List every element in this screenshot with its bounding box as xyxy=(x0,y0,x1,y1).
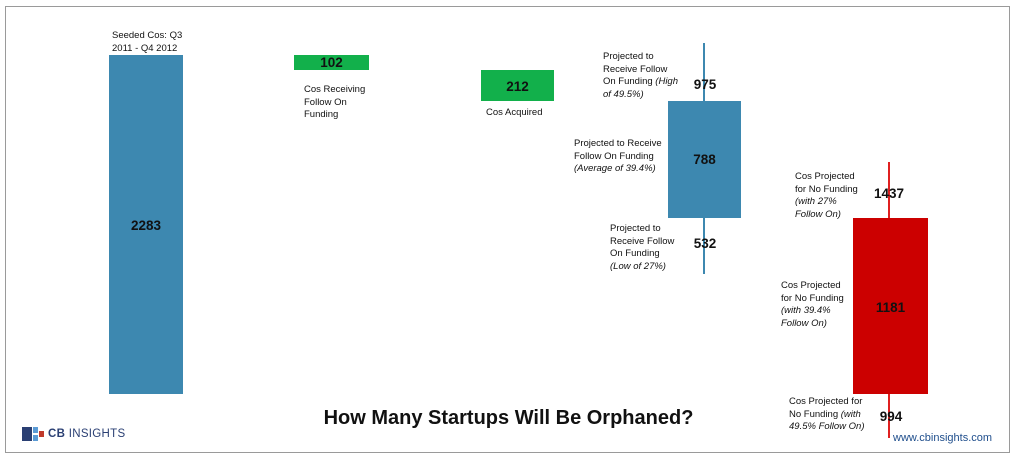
label-projected-high: Projected to Receive Follow On Funding (H… xyxy=(603,51,678,100)
chart-frame xyxy=(5,6,1010,453)
label-no-funding-low: Cos Projected for No Funding (with 49.5%… xyxy=(789,396,865,432)
value-projected-follow-on: 788 xyxy=(693,152,716,167)
bar-acquired xyxy=(481,70,554,101)
whisker-projected-low xyxy=(703,218,705,274)
value-no-funding-high: 1437 xyxy=(873,186,905,201)
value-follow-on: 102 xyxy=(320,55,343,70)
bar-follow-on xyxy=(294,55,369,70)
label-no-funding-high: Cos Projected for No Funding (with 27% Fol… xyxy=(795,171,858,220)
logo-text: CB INSIGHTS xyxy=(48,428,126,440)
label-acquired: Cos Acquired xyxy=(486,107,543,118)
whisker-no-funding-high xyxy=(888,162,890,218)
bar-no-funding xyxy=(853,218,928,394)
label-seeded: Seeded Cos: Q3 2011 - Q4 2012 xyxy=(112,30,183,54)
cb-insights-logo: CB INSIGHTS xyxy=(22,426,125,442)
value-acquired: 212 xyxy=(506,79,529,94)
value-projected-high: 975 xyxy=(693,77,717,92)
value-seeded: 2283 xyxy=(130,218,162,233)
label-no-funding-average: Cos Projected for No Funding (with 39.4% F… xyxy=(781,280,844,329)
whisker-projected-high xyxy=(703,43,705,101)
cb-insights-logo-icon xyxy=(22,427,44,441)
bar-projected-follow-on xyxy=(668,101,741,218)
whisker-no-funding-low xyxy=(888,394,890,438)
label-follow-on: Cos Receiving Follow On Funding xyxy=(304,84,366,120)
label-projected-low: Projected to Receive Follow On Funding (Lo… xyxy=(610,223,675,272)
bar-seeded xyxy=(109,55,183,394)
value-projected-low: 532 xyxy=(693,236,717,251)
value-no-funding: 1181 xyxy=(875,300,906,315)
chart-title: How Many Startups Will Be Orphaned? xyxy=(323,407,694,429)
value-no-funding-low: 994 xyxy=(879,409,903,424)
label-projected-average: Projected to Receive Follow On Funding (A… xyxy=(574,138,662,174)
website-url[interactable]: www.cbinsights.com xyxy=(893,432,993,444)
